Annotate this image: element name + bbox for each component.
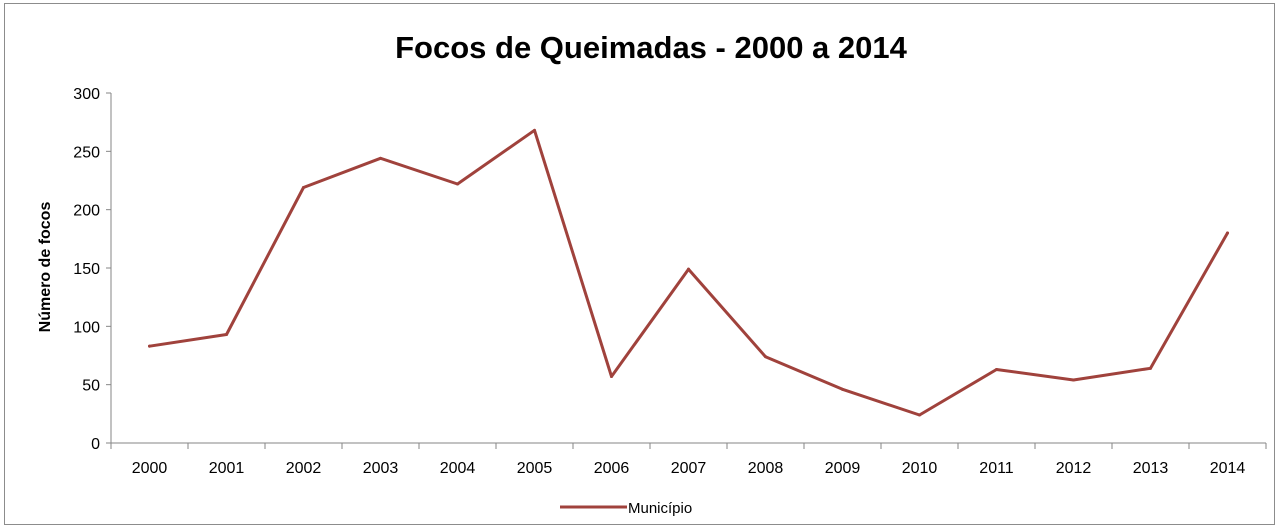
data-point bbox=[995, 368, 998, 371]
data-point bbox=[1226, 231, 1229, 235]
x-tick-label: 2010 bbox=[902, 460, 938, 477]
data-point bbox=[687, 267, 690, 271]
y-tick-label: 0 bbox=[91, 436, 100, 453]
data-point bbox=[456, 182, 459, 186]
x-tick-label: 2012 bbox=[1056, 460, 1092, 477]
x-tick-label: 2009 bbox=[825, 460, 861, 477]
x-tick-label: 2005 bbox=[517, 460, 553, 477]
x-tick-label: 2003 bbox=[363, 460, 399, 477]
data-point bbox=[379, 156, 382, 160]
series-lines bbox=[148, 128, 1229, 417]
y-tick-label: 200 bbox=[73, 203, 100, 220]
data-point bbox=[764, 355, 767, 359]
y-tick-label: 150 bbox=[73, 261, 100, 278]
x-tick-label: 2011 bbox=[979, 460, 1014, 477]
y-tick-label: 50 bbox=[82, 378, 100, 395]
x-tick-label: 2002 bbox=[286, 460, 322, 477]
x-tick-label: 2007 bbox=[671, 460, 707, 477]
y-tick-label: 250 bbox=[73, 144, 100, 161]
data-point bbox=[533, 128, 536, 132]
chart-frame bbox=[4, 3, 1275, 525]
series-line-0 bbox=[148, 128, 1229, 417]
data-point bbox=[610, 375, 613, 378]
data-point bbox=[225, 333, 228, 336]
legend: Município bbox=[560, 500, 692, 517]
x-tick-label: 2000 bbox=[132, 460, 168, 477]
data-point bbox=[918, 413, 921, 417]
x-tick-label: 2008 bbox=[748, 460, 784, 477]
x-tick-label: 2006 bbox=[594, 460, 630, 477]
legend-label: Município bbox=[628, 500, 692, 517]
x-tick-label: 2004 bbox=[440, 460, 476, 477]
data-point bbox=[1149, 366, 1152, 370]
y-axis-label: Número de focos bbox=[37, 202, 54, 333]
chart-title: Focos de Queimadas - 2000 a 2014 bbox=[395, 30, 908, 65]
data-point bbox=[1072, 378, 1075, 382]
y-tick-label: 300 bbox=[73, 86, 100, 103]
axes bbox=[106, 92, 1267, 449]
y-tick-label: 100 bbox=[73, 319, 100, 336]
data-point bbox=[841, 387, 844, 391]
data-point bbox=[302, 186, 305, 189]
data-point bbox=[148, 344, 151, 348]
x-tick-label: 2014 bbox=[1210, 460, 1246, 477]
x-tick-label: 2001 bbox=[209, 460, 245, 477]
x-tick-label: 2013 bbox=[1133, 460, 1169, 477]
tick-labels: 0 50 100 150 200 250 300 2000 2001 2002 2003 2004 20… bbox=[73, 86, 1245, 477]
